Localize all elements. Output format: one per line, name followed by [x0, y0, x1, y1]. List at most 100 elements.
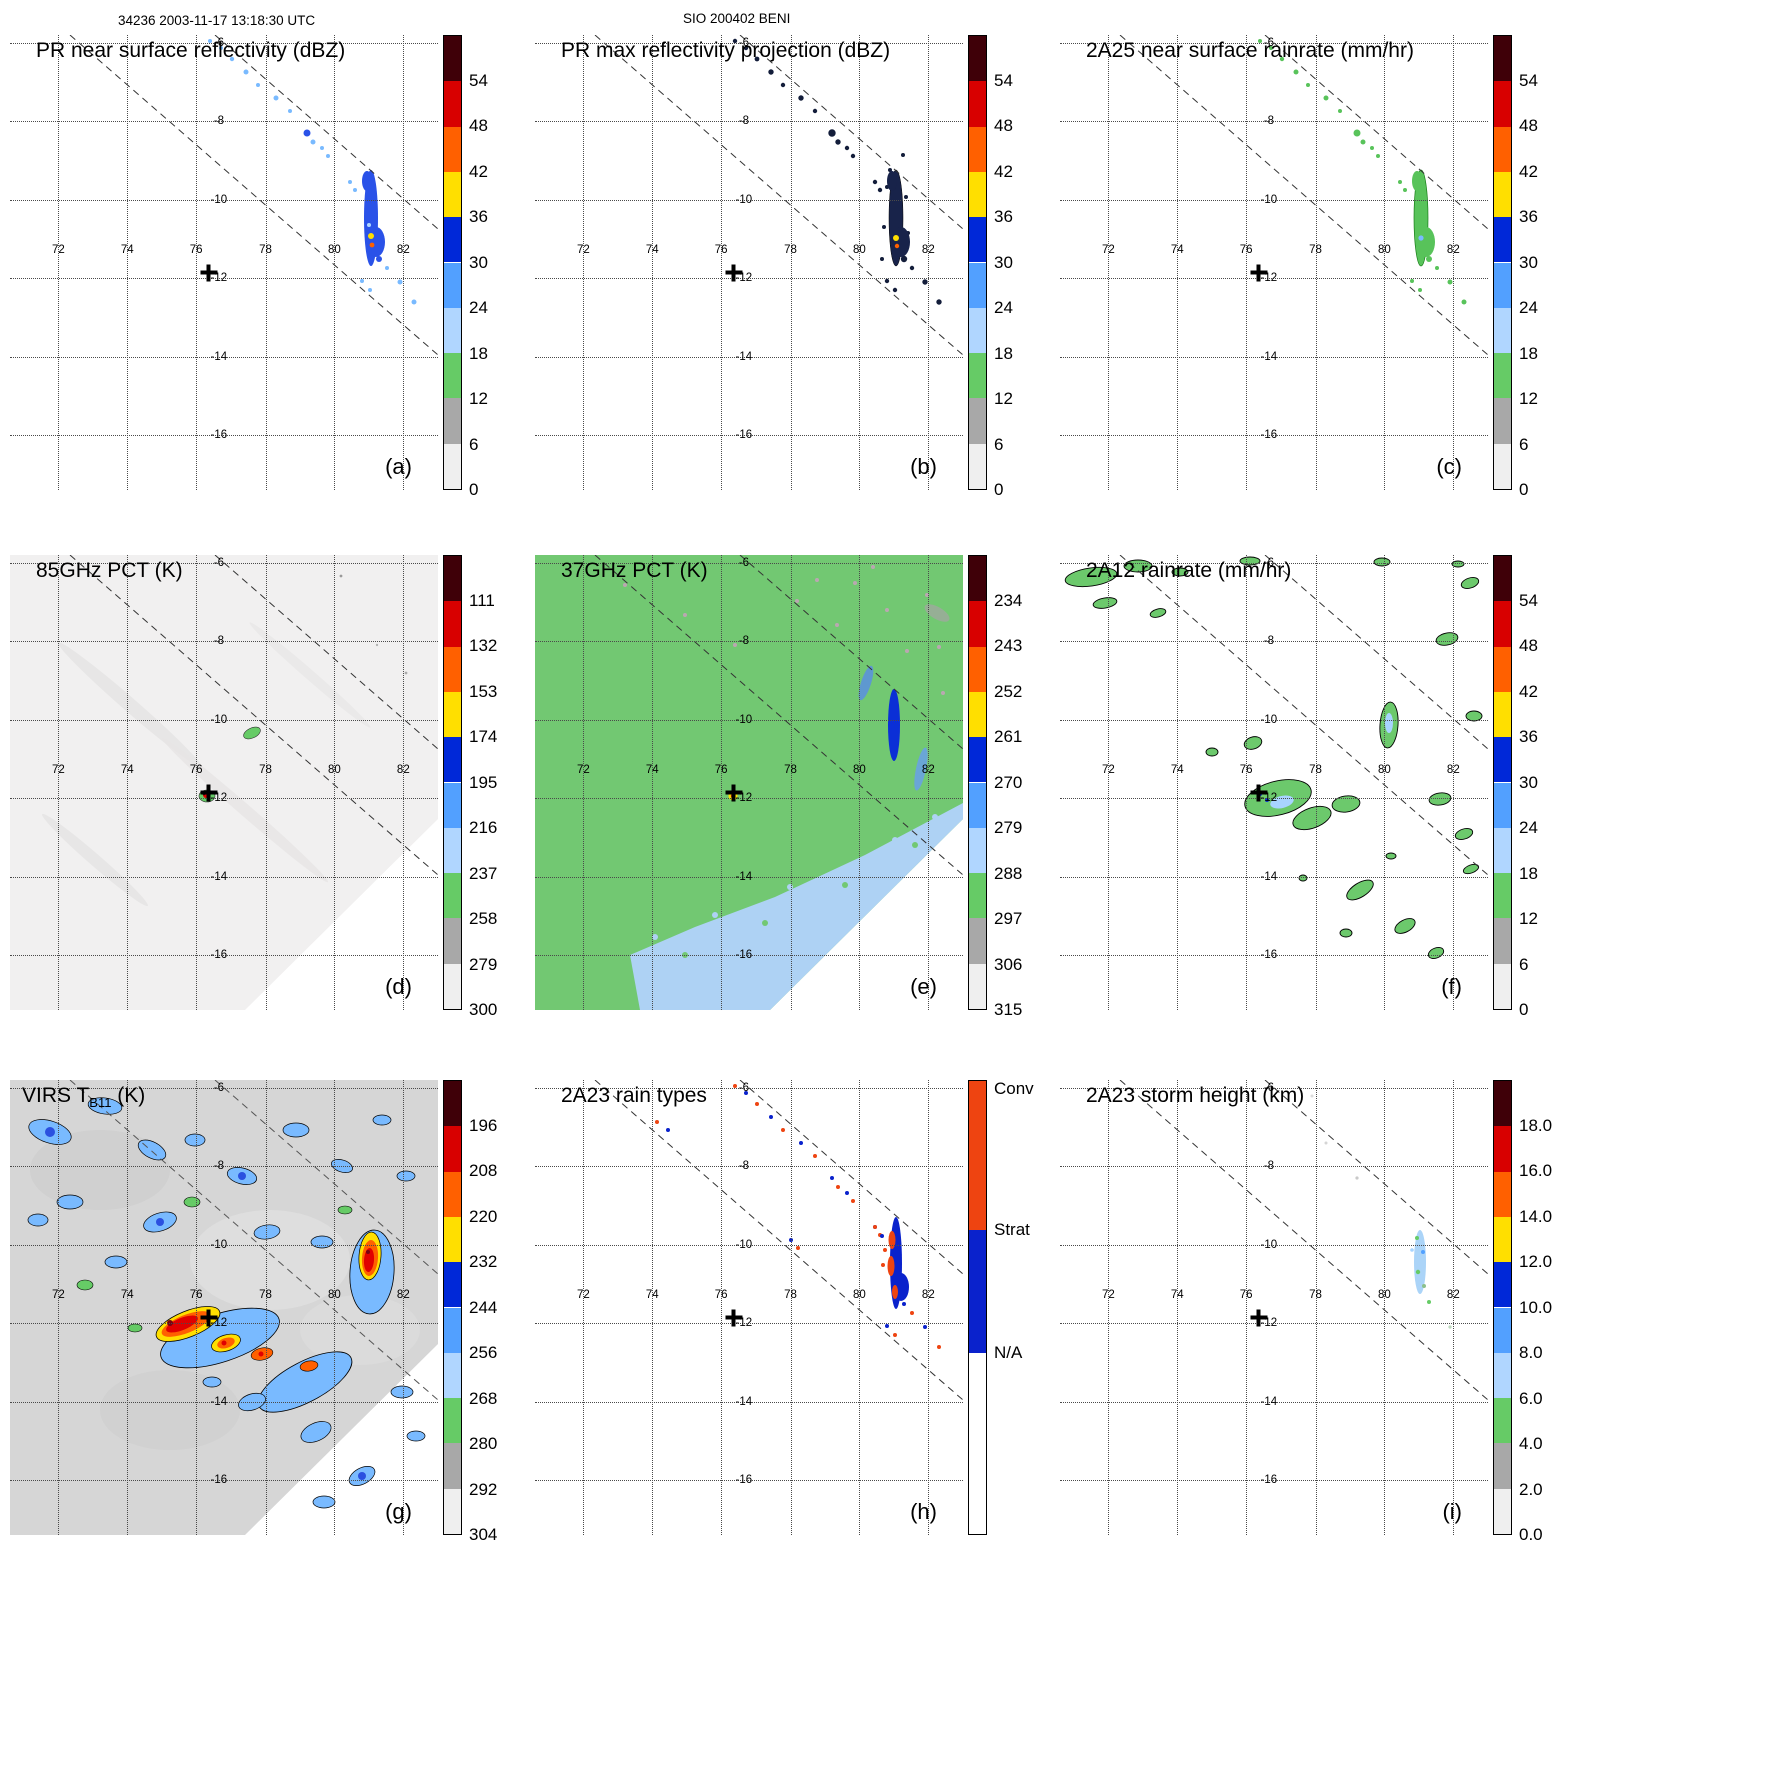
map-b: 72 74 76 78 80 82 -6 -8 -10 -12 -14 -16 PR max refl…: [535, 35, 963, 490]
colorbar-segment: [444, 1216, 461, 1263]
colorbar-tick-label: 24: [1519, 298, 1538, 317]
panel-letter: (e): [910, 974, 937, 999]
colorbar-tick-label: 12: [469, 389, 488, 408]
colorbar-tick-label: 315: [994, 1000, 1023, 1019]
colorbar-segment: [444, 1126, 461, 1172]
colorbar-tick-label: 54: [469, 70, 488, 90]
overpass-info: 34236 2003-11-17 13:18:30 UTC: [118, 13, 316, 28]
colorbar-segment: [969, 918, 986, 964]
data-field: [10, 1080, 438, 1535]
panel-letter: (a): [385, 454, 412, 479]
colorbar-tick-label: 30: [469, 252, 488, 272]
colorbar-segment: [969, 646, 986, 692]
colorbar-tick-label: 258: [469, 909, 498, 928]
colorbar-segment: [444, 1398, 461, 1444]
panel-title: PR max reflectivity projection (dBZ): [561, 39, 891, 62]
colorbar-tick-label: 24: [1519, 818, 1538, 837]
colorbar-segment: [444, 827, 461, 874]
colorbar-tick-label: 2.0: [1519, 1479, 1543, 1499]
storm-center-marker: [1250, 784, 1268, 801]
colorbar-segment: [444, 1262, 461, 1308]
colorbar-segment: [969, 126, 986, 172]
colorbar-segment: [444, 262, 461, 308]
panel-f: 72 74 76 78 80 82 -6 -8 -10 -12 -14 -16 2A12 rainra…: [1060, 555, 1585, 1019]
colorbar-segment: [1494, 171, 1511, 218]
colorbar-segment: [1494, 1352, 1511, 1399]
colorbar-segment: [1494, 81, 1511, 127]
map-f: 72 74 76 78 80 82 -6 -8 -10 -12 -14 -16 2A12 rainra…: [1060, 555, 1488, 1010]
colorbar-segment: [444, 1171, 461, 1217]
colorbar-tick-label: 18: [469, 343, 488, 363]
raintype-label: N/A: [994, 1343, 1023, 1362]
colorbar-tick-label: 0: [994, 480, 1004, 499]
colorbar-tick-label: 234: [994, 590, 1023, 610]
panel-title: 2A23 rain types: [561, 1084, 707, 1107]
colorbar-segment: [1494, 1126, 1511, 1172]
colorbar-tick-label: 6: [1519, 954, 1529, 974]
colorbar-tick-label: 16.0: [1519, 1161, 1553, 1180]
colorbar-segment: [444, 782, 461, 828]
colorbar-segment: [969, 81, 986, 127]
colorbar-segment: [1494, 737, 1511, 783]
colorbar-tick-label: 36: [994, 207, 1013, 226]
storm-center-marker: [725, 264, 743, 281]
colorbar-tick-label: 268: [469, 1388, 498, 1408]
panel-letter: (c): [1436, 454, 1462, 479]
colorbar-tick-label: 30: [1519, 252, 1538, 272]
colorbar-segment: [1494, 307, 1511, 354]
colorbar-segment: [444, 1081, 461, 1127]
colorbar-segment: [1494, 126, 1511, 172]
colorbar-tick-label: 36: [1519, 727, 1538, 746]
raintype-label: Strat: [994, 1220, 1030, 1240]
colorbar-segment: [969, 691, 986, 738]
colorbar-tick-label: 30: [994, 252, 1013, 272]
colorbar-segment: [1494, 1262, 1511, 1308]
storm-center-marker: [1250, 1309, 1268, 1326]
colorbar-segment: [1494, 1216, 1511, 1263]
colorbar-tick-label: 12: [1519, 909, 1538, 928]
colorbar: [443, 1080, 462, 1535]
colorbar-segment: [444, 126, 461, 172]
panel-title: 37GHz PCT (K): [561, 559, 708, 582]
colorbar-segment: [1494, 601, 1511, 647]
colorbar-tick-label: 306: [994, 954, 1023, 974]
colorbar-segment: [1494, 36, 1511, 82]
colorbar-tick-label: 220: [469, 1206, 498, 1226]
colorbar: [968, 555, 987, 1010]
colorbar-segment: [444, 398, 461, 444]
panel-e: 72 74 76 78 80 82 -6 -8 -10 -12 -14 -16 37GHz PCT (…: [535, 555, 1060, 1019]
colorbar-segment: [444, 307, 461, 354]
colorbar-segment: [1494, 918, 1511, 964]
map-c: 72 74 76 78 80 82 -6 -8 -10 -12 -14 -16 2A25 near s…: [1060, 35, 1488, 490]
colorbar-segment: [444, 556, 461, 602]
colorbar: [443, 555, 462, 1010]
panel-letter: (g): [385, 1499, 412, 1524]
colorbar-tick-label: 0: [1519, 480, 1529, 499]
colorbar-tick-label: 0: [469, 480, 479, 499]
colorbar-tick-label: 42: [1519, 161, 1538, 181]
colorbar-segment: [1494, 873, 1511, 919]
storm-center-marker: [200, 264, 218, 281]
colorbar-segment: [1494, 691, 1511, 738]
colorbar-segment: [444, 353, 461, 399]
panel-title: 2A12 rainrate (mm/hr): [1086, 559, 1292, 582]
data-field: [535, 555, 963, 1010]
panel-i: 72 74 76 78 80 82 -6 -8 -10 -12 -14 -16 2A23 storm …: [1060, 1080, 1585, 1545]
data-field: [1064, 555, 1488, 959]
colorbar-tick-label: 54: [994, 70, 1013, 90]
colorbar-segment: [969, 737, 986, 783]
colorbar-tick-label: 48: [1519, 636, 1538, 655]
colorbar-labels: 54 48 42 36 30 24 18 12 6 0: [994, 35, 1060, 500]
storm-center-marker: [725, 1309, 743, 1326]
colorbar-tick-label: 10.0: [1519, 1297, 1553, 1317]
colorbar-segment: [969, 443, 986, 489]
colorbar-segment: [444, 646, 461, 692]
colorbar-segment: [969, 307, 986, 354]
colorbar-segment: [1494, 398, 1511, 444]
colorbar-labels: 18.0 16.0 14.0 12.0 10.0 8.0 6.0 4.0 2.0 0.0: [1519, 1080, 1585, 1545]
data-field: [594, 1080, 963, 1401]
colorbar-tick-label: 279: [469, 954, 498, 974]
colorbar-segment: [1494, 1081, 1511, 1127]
map-e: 72 74 76 78 80 82 -6 -8 -10 -12 -14 -16 37GHz PCT (…: [535, 555, 963, 1010]
colorbar-tick-label: 12.0: [1519, 1252, 1553, 1271]
